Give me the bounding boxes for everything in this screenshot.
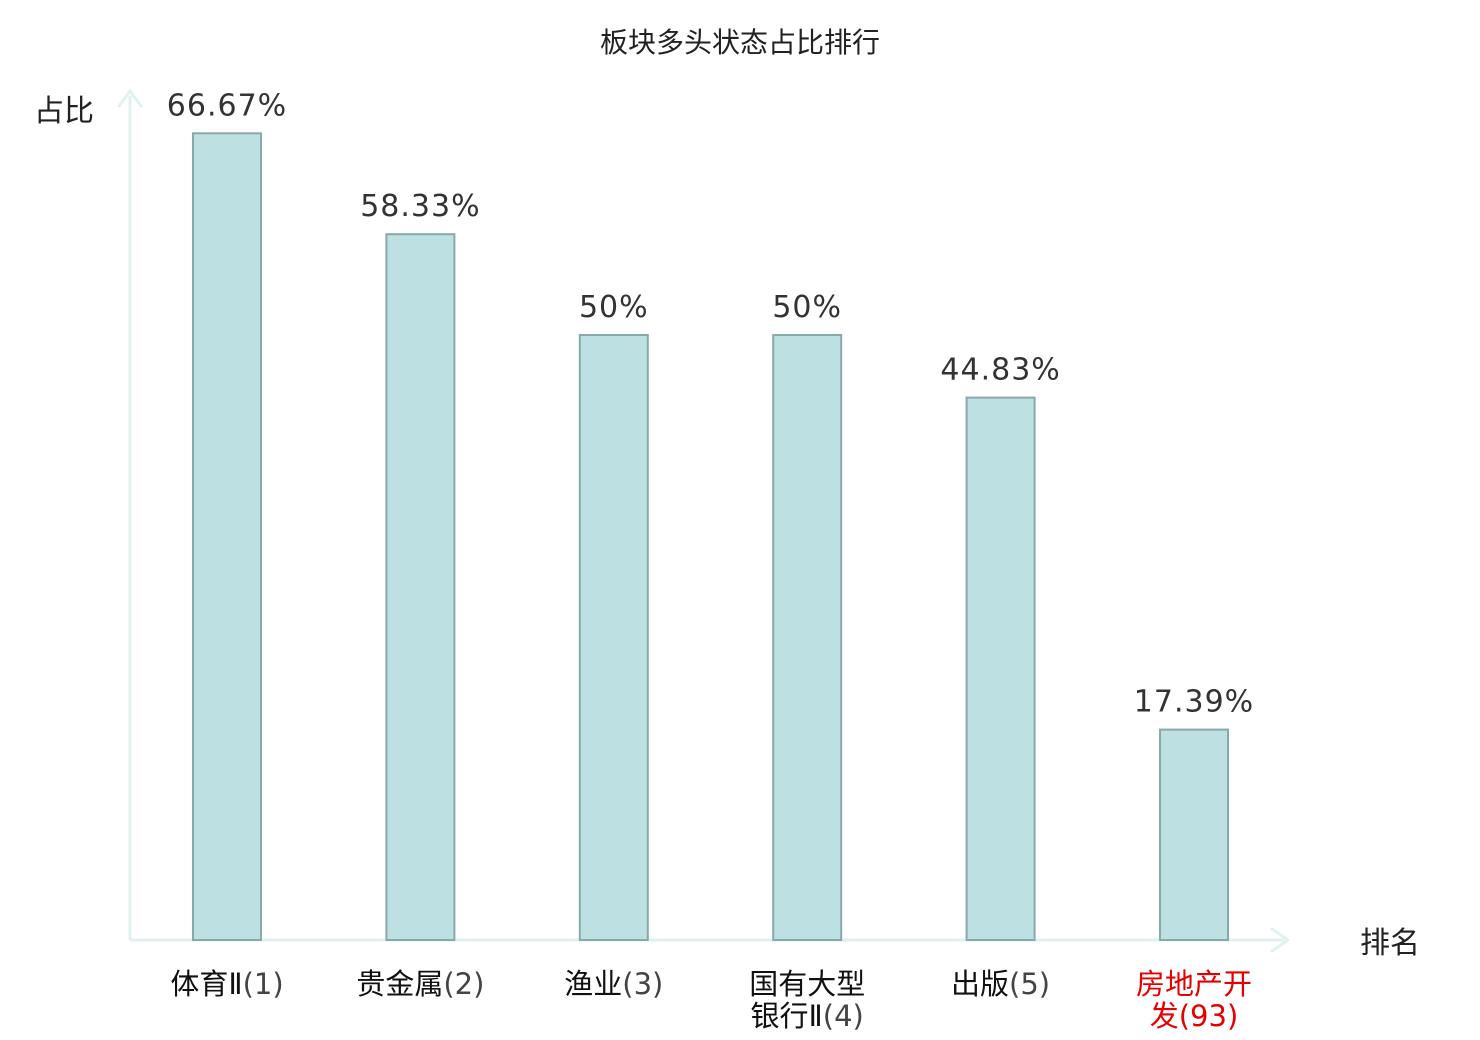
x-tick-label: 国有大型 [749,967,865,1001]
bar-value-label: 58.33% [360,189,480,224]
chart-title: 板块多头状态占比排行 [600,26,880,59]
bar-value-label: 50% [772,290,842,325]
bar-value-label: 66.67% [167,88,287,123]
bar [772,334,843,941]
bar-value-label: 44.83% [940,353,1060,388]
x-tick-label: 房地产开 [1136,967,1252,1001]
x-axis-arrow-icon [1270,927,1290,953]
x-tick-label: 渔业(3) [564,967,663,1001]
bar [1159,728,1229,941]
x-tick-label: 出版(5) [951,967,1050,1001]
bar [192,132,262,942]
x-axis-label: 排名 [1360,926,1420,961]
bar-value-label: 50% [579,290,649,325]
y-axis-arrow-icon [117,89,143,108]
x-tick-label: 体育Ⅱ(1) [170,967,283,1001]
value-label-group: 66.67% 58.33% 50% 50% 44.83% 17.39% [167,88,1254,720]
x-tick-label: 贵金属(2) [356,967,484,1001]
x-tick-label: 发(93) [1150,999,1239,1033]
y-axis-label: 占比 [34,94,94,129]
bar [385,233,456,941]
bar [965,396,1036,942]
bar-value-label: 17.39% [1134,685,1254,720]
bar [578,334,649,941]
bar-group [192,132,1229,942]
x-tick-label: 银行Ⅱ(4) [751,999,864,1033]
